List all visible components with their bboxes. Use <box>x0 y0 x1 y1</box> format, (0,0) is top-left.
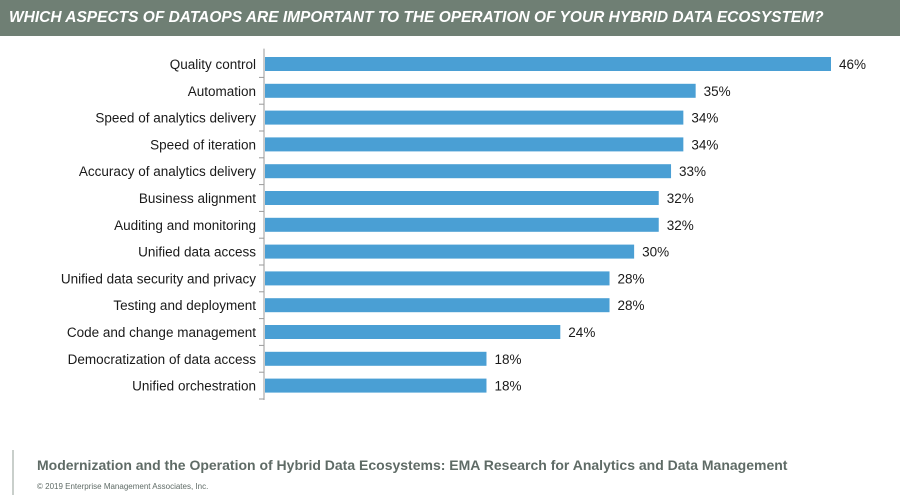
bar-chart: Quality control 46% Automation 35% Speed of … <box>61 48 866 400</box>
category-label: Code and change management <box>67 325 256 340</box>
bar <box>265 217 659 232</box>
footer-copyright: © 2019 Enterprise Management Associates,… <box>37 482 209 491</box>
category-label: Quality control <box>170 57 256 72</box>
category-label: Business alignment <box>139 191 256 206</box>
bar <box>265 271 610 286</box>
value-label: 35% <box>704 84 731 99</box>
category-label: Testing and deployment <box>113 298 256 313</box>
bar <box>265 137 684 152</box>
footer-divider <box>12 450 14 495</box>
category-label: Auditing and monitoring <box>114 218 256 233</box>
bar <box>265 57 831 71</box>
category-label: Unified orchestration <box>132 379 256 394</box>
value-label: 30% <box>642 245 669 260</box>
value-label: 18% <box>494 379 521 394</box>
bar <box>265 378 487 393</box>
bar <box>265 83 696 98</box>
bar <box>265 351 487 366</box>
bar <box>265 164 672 179</box>
bar <box>265 325 561 339</box>
category-label: Speed of analytics delivery <box>95 111 256 126</box>
bar <box>265 298 610 313</box>
category-label: Democratization of data access <box>68 352 257 367</box>
category-label: Unified data access <box>138 245 256 260</box>
footer-title: Modernization and the Operation of Hybri… <box>37 457 788 473</box>
value-label: 32% <box>667 218 694 233</box>
bar <box>265 110 684 125</box>
value-label: 33% <box>679 164 706 179</box>
chart-title: WHICH ASPECTS OF DATAOPS ARE IMPORTANT T… <box>9 9 824 26</box>
value-label: 24% <box>568 325 595 340</box>
category-label: Unified data security and privacy <box>61 271 256 286</box>
value-label: 46% <box>839 57 866 72</box>
category-label: Automation <box>188 84 256 99</box>
category-label: Accuracy of analytics delivery <box>79 164 256 179</box>
bar <box>265 244 635 259</box>
header-band: WHICH ASPECTS OF DATAOPS ARE IMPORTANT T… <box>0 0 900 36</box>
category-label: Speed of iteration <box>150 137 256 152</box>
value-label: 28% <box>618 271 645 286</box>
value-label: 28% <box>618 298 645 313</box>
bar <box>265 191 659 205</box>
value-label: 32% <box>667 191 694 206</box>
value-label: 34% <box>691 111 718 126</box>
value-label: 34% <box>691 137 718 152</box>
value-label: 18% <box>494 352 521 367</box>
